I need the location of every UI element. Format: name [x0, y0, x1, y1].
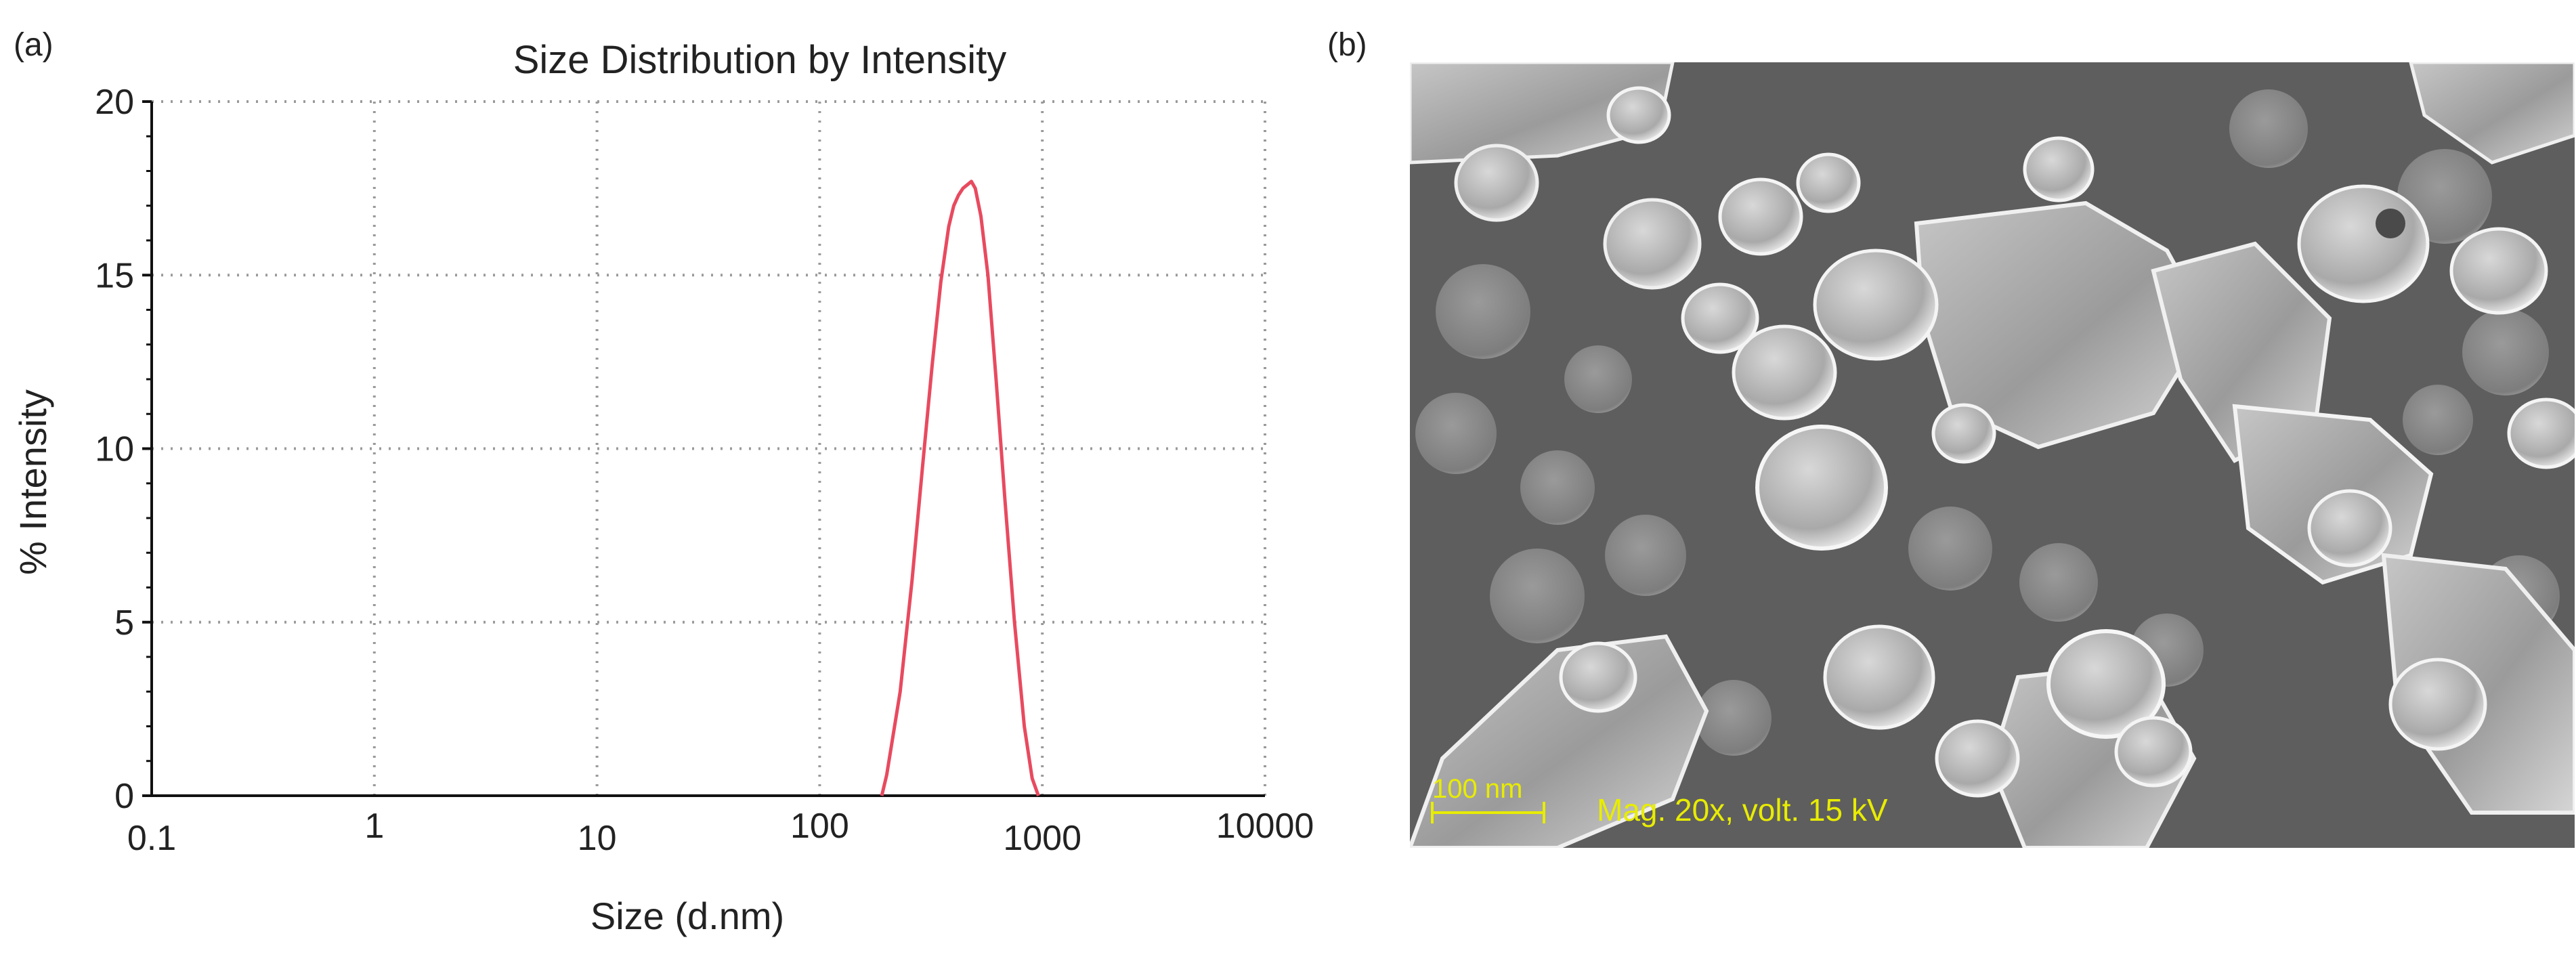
- series-layer: [880, 179, 1040, 796]
- panel-b: (b): [1327, 27, 2575, 848]
- x-axis-label: Size (d.nm): [591, 895, 784, 937]
- x-tick-label: 0.1: [127, 819, 176, 858]
- x-tick-label: 1000: [1003, 819, 1081, 858]
- panel-b-label: (b): [1327, 27, 1367, 63]
- micrograph-caption: Mag. 20x, volt. 15 kV: [1597, 792, 1888, 828]
- x-tick-label: 100: [790, 807, 849, 846]
- panel-a-label: (a): [14, 27, 53, 63]
- x-tick-label: 10: [578, 819, 617, 858]
- y-tick-label: 0: [114, 777, 134, 816]
- x-tick-label: 10000: [1216, 807, 1314, 846]
- x-tick-label: 1: [364, 807, 384, 846]
- chart-title: Size Distribution by Intensity: [513, 38, 1007, 82]
- grid-layer: [152, 100, 1266, 796]
- y-tick-label: 15: [95, 256, 134, 295]
- series-line-0: [880, 179, 1040, 796]
- scale-bar-label: 100 nm: [1432, 774, 1522, 804]
- scale-bar: [1431, 802, 1545, 823]
- sem-micrograph: 100 nm Mag. 20x, volt. 15 kV: [1410, 62, 2575, 848]
- y-tick-label: 5: [114, 603, 134, 643]
- tick-layer: 0 5 10 15 20 0.1 1 10 100 1000 10000: [95, 83, 1314, 858]
- y-axis-label: % Intensity: [12, 389, 54, 575]
- background-particles: [1415, 89, 2560, 756]
- y-tick-label: 10: [95, 430, 134, 469]
- panel-a: (a) Size Distribution by Intensity 0 5 10 1…: [12, 27, 1314, 937]
- y-tick-label: 20: [95, 83, 134, 122]
- bright-particles: [1454, 86, 2575, 798]
